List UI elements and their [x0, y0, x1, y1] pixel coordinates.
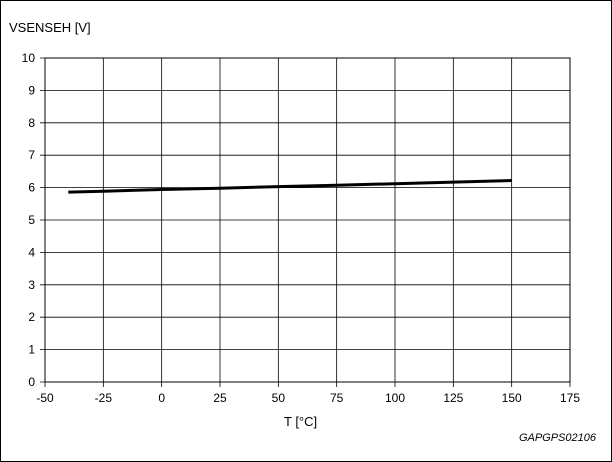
y-tick-label: 6 — [28, 181, 35, 195]
x-tick-label: 175 — [560, 391, 580, 405]
x-tick-label: 125 — [443, 391, 463, 405]
y-tick-label: 9 — [28, 83, 35, 97]
x-tick-label: 75 — [330, 391, 344, 405]
x-tick-label: 0 — [158, 391, 165, 405]
figure-code: GAPGPS02106 — [518, 432, 596, 444]
y-tick-label: 3 — [28, 278, 35, 292]
y-tick-label: 7 — [28, 148, 35, 162]
x-axis-label: T [°C] — [284, 414, 318, 429]
x-tick-label: 25 — [213, 391, 227, 405]
vsenseh-series-line — [68, 179, 512, 194]
y-tick-label: 2 — [28, 310, 35, 324]
y-tick-label: 1 — [28, 343, 35, 357]
y-tick-label: 10 — [22, 51, 36, 65]
plot-area-border — [44, 57, 571, 383]
y-tick-label: 8 — [28, 116, 35, 130]
x-tick-label: 50 — [272, 391, 286, 405]
x-tick-label: 150 — [502, 391, 522, 405]
y-axis-label: VSENSEH [V] — [9, 20, 91, 35]
y-tick-label: 5 — [28, 213, 35, 227]
x-tick-label: -50 — [36, 391, 54, 405]
y-tick-label: 4 — [28, 245, 35, 259]
x-tick-label: -25 — [95, 391, 113, 405]
y-tick-label: 0 — [28, 375, 35, 389]
x-tick-label: 100 — [385, 391, 405, 405]
